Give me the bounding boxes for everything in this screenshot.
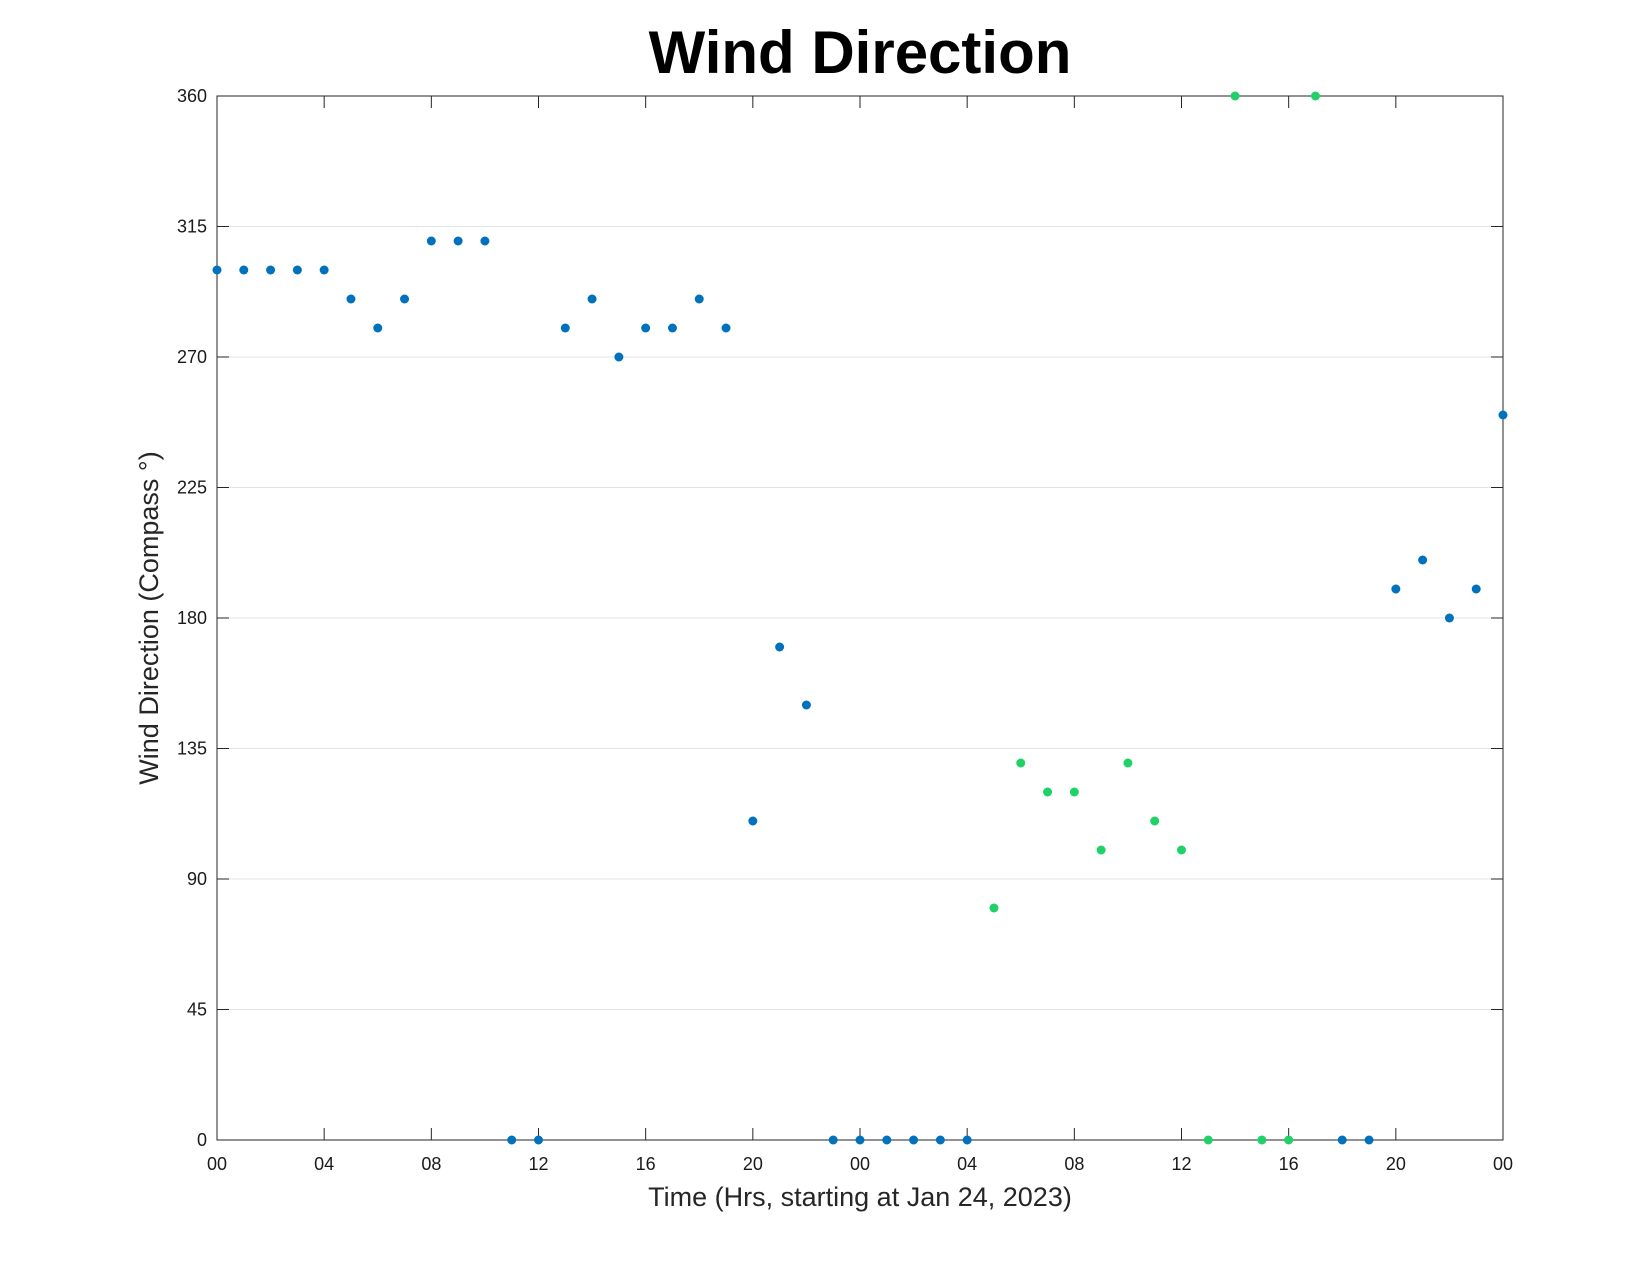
y-tick-label: 45: [187, 1000, 207, 1020]
y-tick-label: 225: [177, 478, 207, 498]
data-point: [1364, 1135, 1374, 1145]
y-tick-label: 90: [187, 869, 207, 889]
data-point: [882, 1135, 892, 1145]
data-point: [453, 236, 463, 246]
data-point: [266, 265, 276, 275]
x-tick-label: 20: [1386, 1154, 1406, 1174]
data-point: [1498, 410, 1508, 420]
data-point: [534, 1135, 543, 1145]
data-point: [239, 265, 249, 275]
data-point: [1418, 555, 1428, 565]
data-point: [962, 1135, 972, 1145]
x-axis-label: Time (Hrs, starting at Jan 24, 2023): [648, 1182, 1072, 1212]
y-tick-label: 135: [177, 739, 207, 759]
data-point: [1150, 816, 1160, 826]
x-tick-label: 08: [421, 1154, 441, 1174]
x-tick-label: 00: [1493, 1154, 1513, 1174]
y-tick-label: 270: [177, 347, 207, 367]
y-tick-label: 360: [177, 86, 207, 106]
axis-ticks: 0 45 90 135 180 225 270 315 360 00 04 08 12 16 20 00 04 0…: [177, 86, 1513, 1174]
data-point: [935, 1135, 945, 1145]
x-tick-label: 00: [850, 1154, 870, 1174]
chart-title: Wind Direction: [649, 19, 1072, 86]
data-point: [400, 294, 410, 304]
data-point: [614, 352, 624, 362]
x-tick-label: 08: [1064, 1154, 1084, 1174]
data-point: [1096, 845, 1106, 855]
data-point: [1069, 787, 1079, 797]
data-point: [426, 236, 436, 246]
data-point: [480, 236, 490, 246]
y-tick-label: 0: [197, 1130, 207, 1150]
data-point: [694, 294, 704, 304]
data-point: [828, 1135, 838, 1145]
y-tick-label: 180: [177, 608, 207, 628]
x-tick-label: 00: [207, 1154, 227, 1174]
data-point: [507, 1135, 517, 1145]
y-axis-label: Wind Direction (Compass °): [134, 451, 164, 784]
data-point: [1391, 584, 1401, 594]
data-point: [855, 1135, 865, 1145]
data-point: [1123, 758, 1133, 768]
data-point: [1444, 613, 1454, 623]
data-point: [1177, 845, 1186, 855]
data-point: [775, 642, 785, 652]
data-point: [1337, 1135, 1347, 1145]
data-point: [319, 265, 329, 275]
gridlines: [217, 226, 1503, 1010]
data-point: [748, 816, 758, 826]
data-point: [989, 903, 999, 913]
x-tick-label: 16: [1279, 1154, 1299, 1174]
x-tick-label: 12: [528, 1154, 548, 1174]
x-tick-label: 12: [1171, 1154, 1191, 1174]
data-point: [373, 323, 383, 333]
x-tick-label: 04: [314, 1154, 334, 1174]
data-point: [1203, 1135, 1213, 1145]
data-point: [560, 323, 570, 333]
series-0: [212, 236, 1508, 1145]
data-point: [1257, 1135, 1267, 1145]
data-point: [346, 294, 356, 304]
data-point: [1230, 91, 1240, 101]
x-tick-label: 20: [743, 1154, 763, 1174]
data-point: [587, 294, 597, 304]
data-point: [1016, 758, 1026, 768]
data-point: [1471, 584, 1481, 594]
data-point: [801, 700, 811, 710]
x-tick-label: 16: [636, 1154, 656, 1174]
data-point: [721, 323, 731, 333]
data-point: [1310, 91, 1320, 101]
data-point: [909, 1135, 919, 1145]
data-points: [212, 91, 1508, 1145]
x-tick-label: 04: [957, 1154, 977, 1174]
data-point: [1284, 1135, 1294, 1145]
data-point: [1043, 787, 1053, 797]
data-point: [292, 265, 302, 275]
data-point: [212, 265, 222, 275]
data-point: [667, 323, 677, 333]
y-tick-label: 315: [177, 217, 207, 237]
series-1: [989, 91, 1320, 1145]
data-point: [641, 323, 651, 333]
